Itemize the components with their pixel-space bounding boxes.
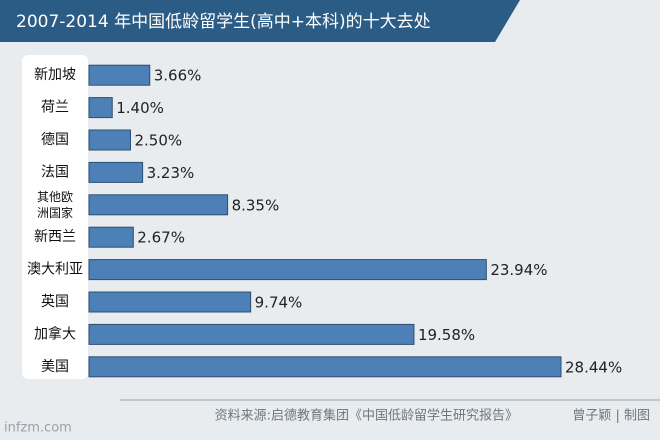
value-label: 19.58%	[418, 326, 475, 344]
watermark: infzm.com	[4, 421, 72, 436]
source: 资料来源:启德教育集团《中国低龄留学生研究报告》	[215, 408, 518, 424]
category-label: 德国	[41, 132, 69, 148]
value-label: 1.40%	[116, 99, 164, 117]
value-label: 28.44%	[565, 358, 622, 376]
value-label: 3.66%	[154, 67, 202, 85]
bar	[88, 64, 151, 86]
bar	[88, 161, 144, 183]
bar	[88, 356, 562, 378]
category-label: 美国	[41, 359, 69, 375]
value-label: 9.74%	[255, 294, 303, 312]
category-label: 英国	[41, 293, 69, 310]
category-label: 新加坡	[34, 67, 76, 83]
category-label: 加拿大	[34, 325, 76, 342]
credit: 曾子颖 | 制图	[572, 409, 650, 424]
bar	[88, 291, 252, 313]
value-label: 8.35%	[232, 196, 280, 214]
value-label: 2.50%	[134, 132, 182, 150]
title-bar	[0, 0, 520, 42]
bar	[88, 97, 113, 119]
bar	[88, 226, 134, 248]
value-label: 3.23%	[147, 164, 195, 182]
bar	[88, 194, 229, 216]
category-label: 其他欧洲国家	[37, 189, 73, 219]
label-panel	[22, 55, 88, 379]
bar	[88, 259, 487, 281]
chart-title: 2007-2014 年中国低龄留学生(高中+本科)的十大去处	[16, 12, 431, 32]
category-label: 荷兰	[41, 100, 69, 116]
bar	[88, 323, 415, 345]
category-label: 法国	[41, 164, 69, 180]
category-label: 新西兰	[34, 229, 76, 245]
value-label: 23.94%	[490, 261, 547, 279]
value-label: 2.67%	[137, 229, 185, 247]
bar	[88, 129, 131, 151]
category-label: 澳大利亚	[27, 262, 83, 278]
